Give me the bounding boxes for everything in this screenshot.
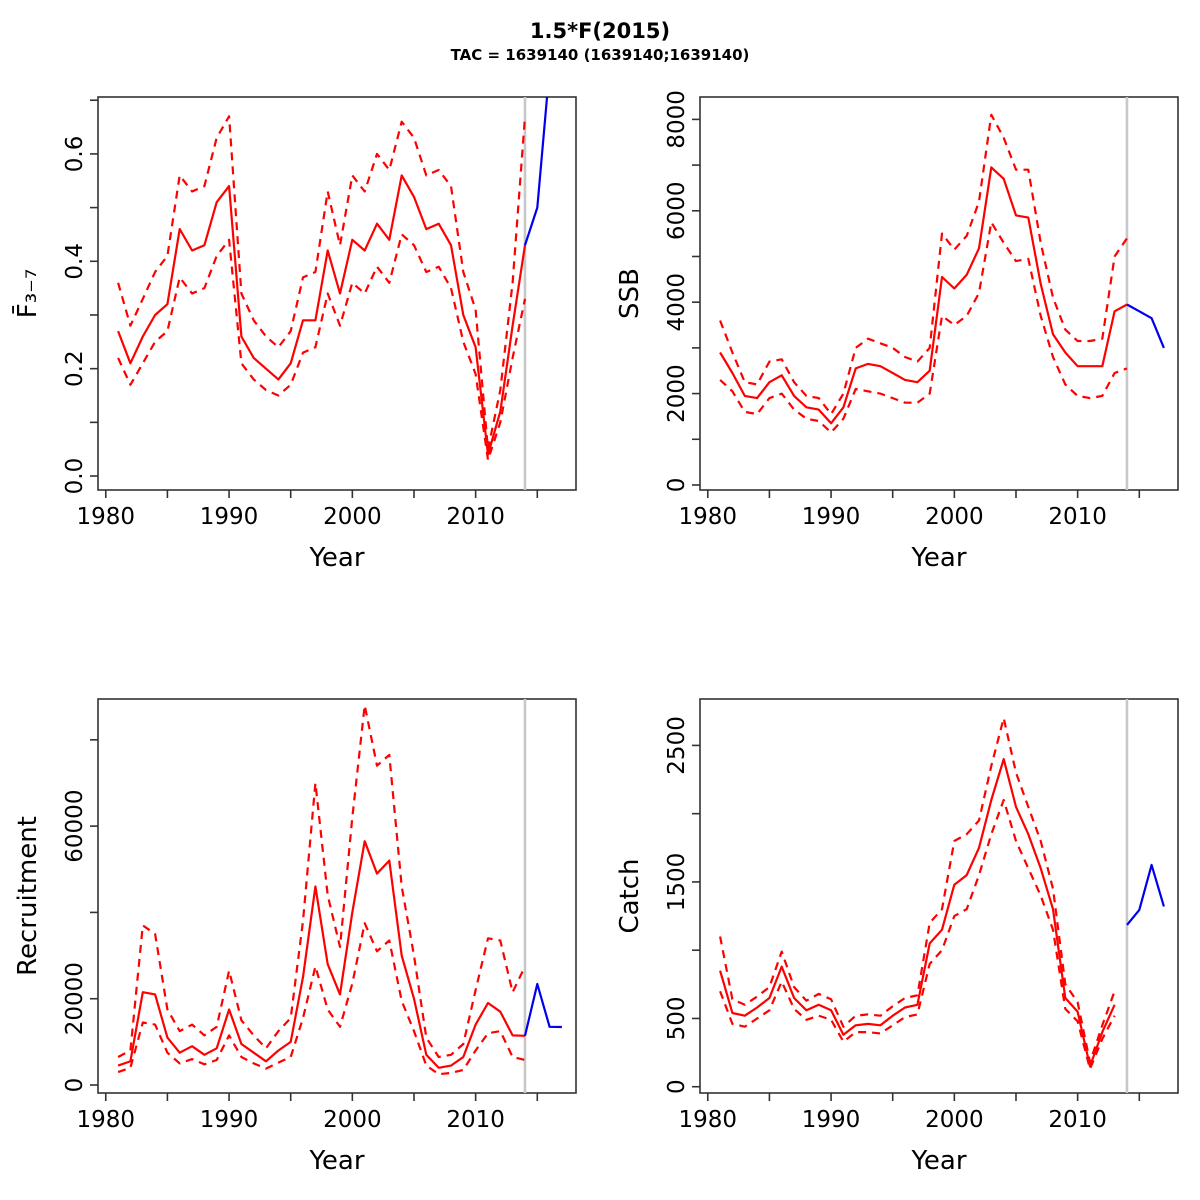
plot-box xyxy=(699,698,1179,1094)
x-axis-label: Year xyxy=(910,543,966,573)
y-axis-label: Catch xyxy=(615,858,645,933)
x-tick-label: 2000 xyxy=(925,1107,984,1133)
y-tick-label: 0.4 xyxy=(62,243,88,280)
series-ci-lower xyxy=(719,798,1116,1071)
y-tick-label: 0.2 xyxy=(62,350,88,387)
x-axis-label: Year xyxy=(910,1146,966,1176)
x-tick-label: 2000 xyxy=(323,1107,382,1133)
x-axis-label: Year xyxy=(308,1146,364,1176)
y-tick-label: 0.6 xyxy=(62,136,88,173)
x-tick-label: 1980 xyxy=(76,504,135,530)
x-tick-label: 2010 xyxy=(446,1107,505,1133)
x-tick-label: 2010 xyxy=(1048,504,1107,530)
y-tick-label: 1500 xyxy=(664,853,690,912)
series-median xyxy=(117,840,526,1069)
series-projection xyxy=(523,982,562,1037)
figure-subtitle: TAC = 1639140 (1639140;1639140) xyxy=(450,46,750,65)
series-ci-lower xyxy=(117,922,526,1076)
y-tick-label: 500 xyxy=(664,997,690,1041)
series-projection xyxy=(1126,863,1165,926)
series-median xyxy=(117,174,527,456)
y-axis-label: SSB xyxy=(615,268,645,319)
series-ci-upper xyxy=(117,115,527,451)
series-median xyxy=(719,758,1116,1068)
x-tick-label: 1990 xyxy=(200,504,259,530)
plot-box xyxy=(97,698,577,1094)
x-tick-label: 2010 xyxy=(446,504,505,530)
chart-panel-ssb: 1980 1990 2000 2010 0 2000 4000 6000 8000 Year SSB xyxy=(615,90,1179,573)
series-projection xyxy=(1126,303,1165,349)
y-tick-label: 0 xyxy=(62,1078,88,1093)
series-ci-lower xyxy=(719,221,1128,434)
chart-panel-fbar: 1980 1990 2000 2010 0.0 0.2 0.4 0.6 Year F̄₃₋₇ xyxy=(11,96,577,573)
series-ci-lower xyxy=(117,233,527,461)
plot-box xyxy=(97,96,577,491)
x-axis-label: Year xyxy=(308,543,364,573)
x-tick-label: 2000 xyxy=(925,504,984,530)
y-tick-label: 0 xyxy=(664,478,690,493)
y-tick-label: 6000 xyxy=(664,182,690,241)
x-tick-label: 1980 xyxy=(76,1107,135,1133)
y-tick-label: 20000 xyxy=(62,962,88,1035)
chart-panel-catch: 1980 1990 2000 2010 0 500 1500 2500 Year Catch xyxy=(615,698,1179,1176)
y-axis-label: Recruitment xyxy=(13,816,43,976)
y-tick-label: 0.0 xyxy=(62,458,88,495)
y-tick-label: 2500 xyxy=(664,716,690,775)
plot-box xyxy=(699,96,1179,491)
series-ci-upper xyxy=(117,704,526,1059)
y-tick-label: 60000 xyxy=(62,790,88,863)
series-ci-upper xyxy=(719,716,1116,1064)
x-tick-label: 1990 xyxy=(200,1107,259,1133)
x-tick-label: 1980 xyxy=(678,504,737,530)
figure-title: 1.5*F(2015) xyxy=(529,19,671,43)
y-axis-label: F̄₃₋₇ xyxy=(11,269,43,319)
y-tick-label: 4000 xyxy=(664,273,690,332)
series-ci-upper xyxy=(719,113,1128,416)
y-tick-label: 0 xyxy=(664,1079,690,1094)
figure-header: 1.5*F(2015) TAC = 1639140 (1639140;16391… xyxy=(0,18,1200,65)
y-tick-label: 8000 xyxy=(664,90,690,149)
x-tick-label: 1990 xyxy=(802,1107,861,1133)
x-tick-label: 1980 xyxy=(678,1107,737,1133)
series-projection xyxy=(523,97,549,246)
chart-panel-recruitment: 1980 1990 2000 2010 0 20000 60000 Year Recruitme… xyxy=(13,698,577,1176)
y-tick-label: 2000 xyxy=(664,364,690,423)
x-tick-label: 2010 xyxy=(1048,1107,1107,1133)
x-tick-label: 1990 xyxy=(802,504,861,530)
x-tick-label: 2000 xyxy=(323,504,382,530)
series-median xyxy=(719,166,1128,425)
